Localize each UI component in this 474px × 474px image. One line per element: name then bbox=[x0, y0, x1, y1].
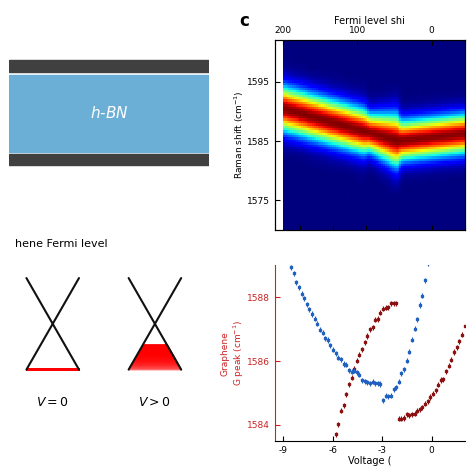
Text: $V = 0$: $V = 0$ bbox=[36, 396, 69, 409]
Text: $h$-BN: $h$-BN bbox=[90, 106, 128, 121]
Bar bbox=[9, 75, 209, 152]
Y-axis label: Raman shift (cm$^{-1}$): Raman shift (cm$^{-1}$) bbox=[232, 91, 246, 180]
Y-axis label: Graphene
G peak (cm$^{-1}$): Graphene G peak (cm$^{-1}$) bbox=[220, 320, 246, 386]
Bar bbox=[9, 154, 209, 165]
Bar bbox=[9, 60, 209, 72]
Text: $V > 0$: $V > 0$ bbox=[138, 396, 172, 409]
Text: hene Fermi level: hene Fermi level bbox=[15, 239, 108, 249]
Text: c: c bbox=[239, 12, 249, 30]
X-axis label: Voltage (: Voltage ( bbox=[348, 456, 392, 466]
X-axis label: Fermi level shi: Fermi level shi bbox=[334, 16, 405, 26]
